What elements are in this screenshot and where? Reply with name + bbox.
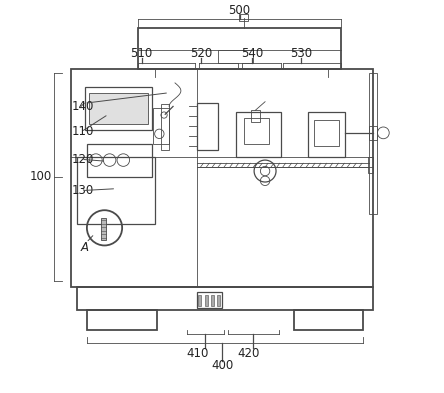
Text: 540: 540 bbox=[241, 47, 263, 60]
Bar bbox=[77, 157, 155, 224]
Text: 130: 130 bbox=[71, 184, 94, 197]
Bar bbox=[294, 310, 363, 330]
Text: 400: 400 bbox=[211, 359, 233, 372]
Text: 420: 420 bbox=[237, 347, 259, 360]
Text: 120: 120 bbox=[71, 153, 94, 166]
Text: 520: 520 bbox=[190, 47, 212, 60]
Bar bbox=[101, 218, 107, 240]
Bar bbox=[85, 87, 151, 130]
Bar bbox=[369, 126, 377, 140]
Bar bbox=[211, 295, 214, 306]
Bar bbox=[71, 69, 373, 286]
Bar bbox=[89, 93, 147, 124]
Bar bbox=[197, 292, 222, 308]
Bar bbox=[236, 112, 281, 157]
Text: A: A bbox=[80, 241, 88, 254]
Text: 140: 140 bbox=[71, 100, 94, 113]
Bar bbox=[368, 157, 373, 173]
Bar bbox=[198, 295, 201, 306]
Text: 100: 100 bbox=[30, 171, 52, 184]
Text: 510: 510 bbox=[131, 47, 153, 60]
Bar bbox=[218, 50, 254, 63]
Bar bbox=[205, 295, 208, 306]
Bar bbox=[369, 73, 377, 214]
Bar bbox=[138, 28, 341, 69]
Bar bbox=[308, 112, 345, 157]
Bar bbox=[161, 105, 169, 149]
Bar bbox=[244, 118, 269, 143]
Bar bbox=[250, 110, 260, 122]
Text: 530: 530 bbox=[290, 47, 313, 60]
Bar bbox=[197, 103, 218, 149]
Bar bbox=[154, 108, 169, 143]
Bar bbox=[239, 14, 248, 21]
Bar bbox=[87, 310, 157, 330]
Text: 500: 500 bbox=[229, 4, 251, 17]
Bar bbox=[314, 120, 340, 145]
Bar bbox=[87, 143, 151, 177]
Text: 410: 410 bbox=[186, 347, 209, 360]
Bar bbox=[217, 295, 220, 306]
Bar bbox=[77, 286, 373, 310]
Text: 110: 110 bbox=[71, 125, 94, 138]
